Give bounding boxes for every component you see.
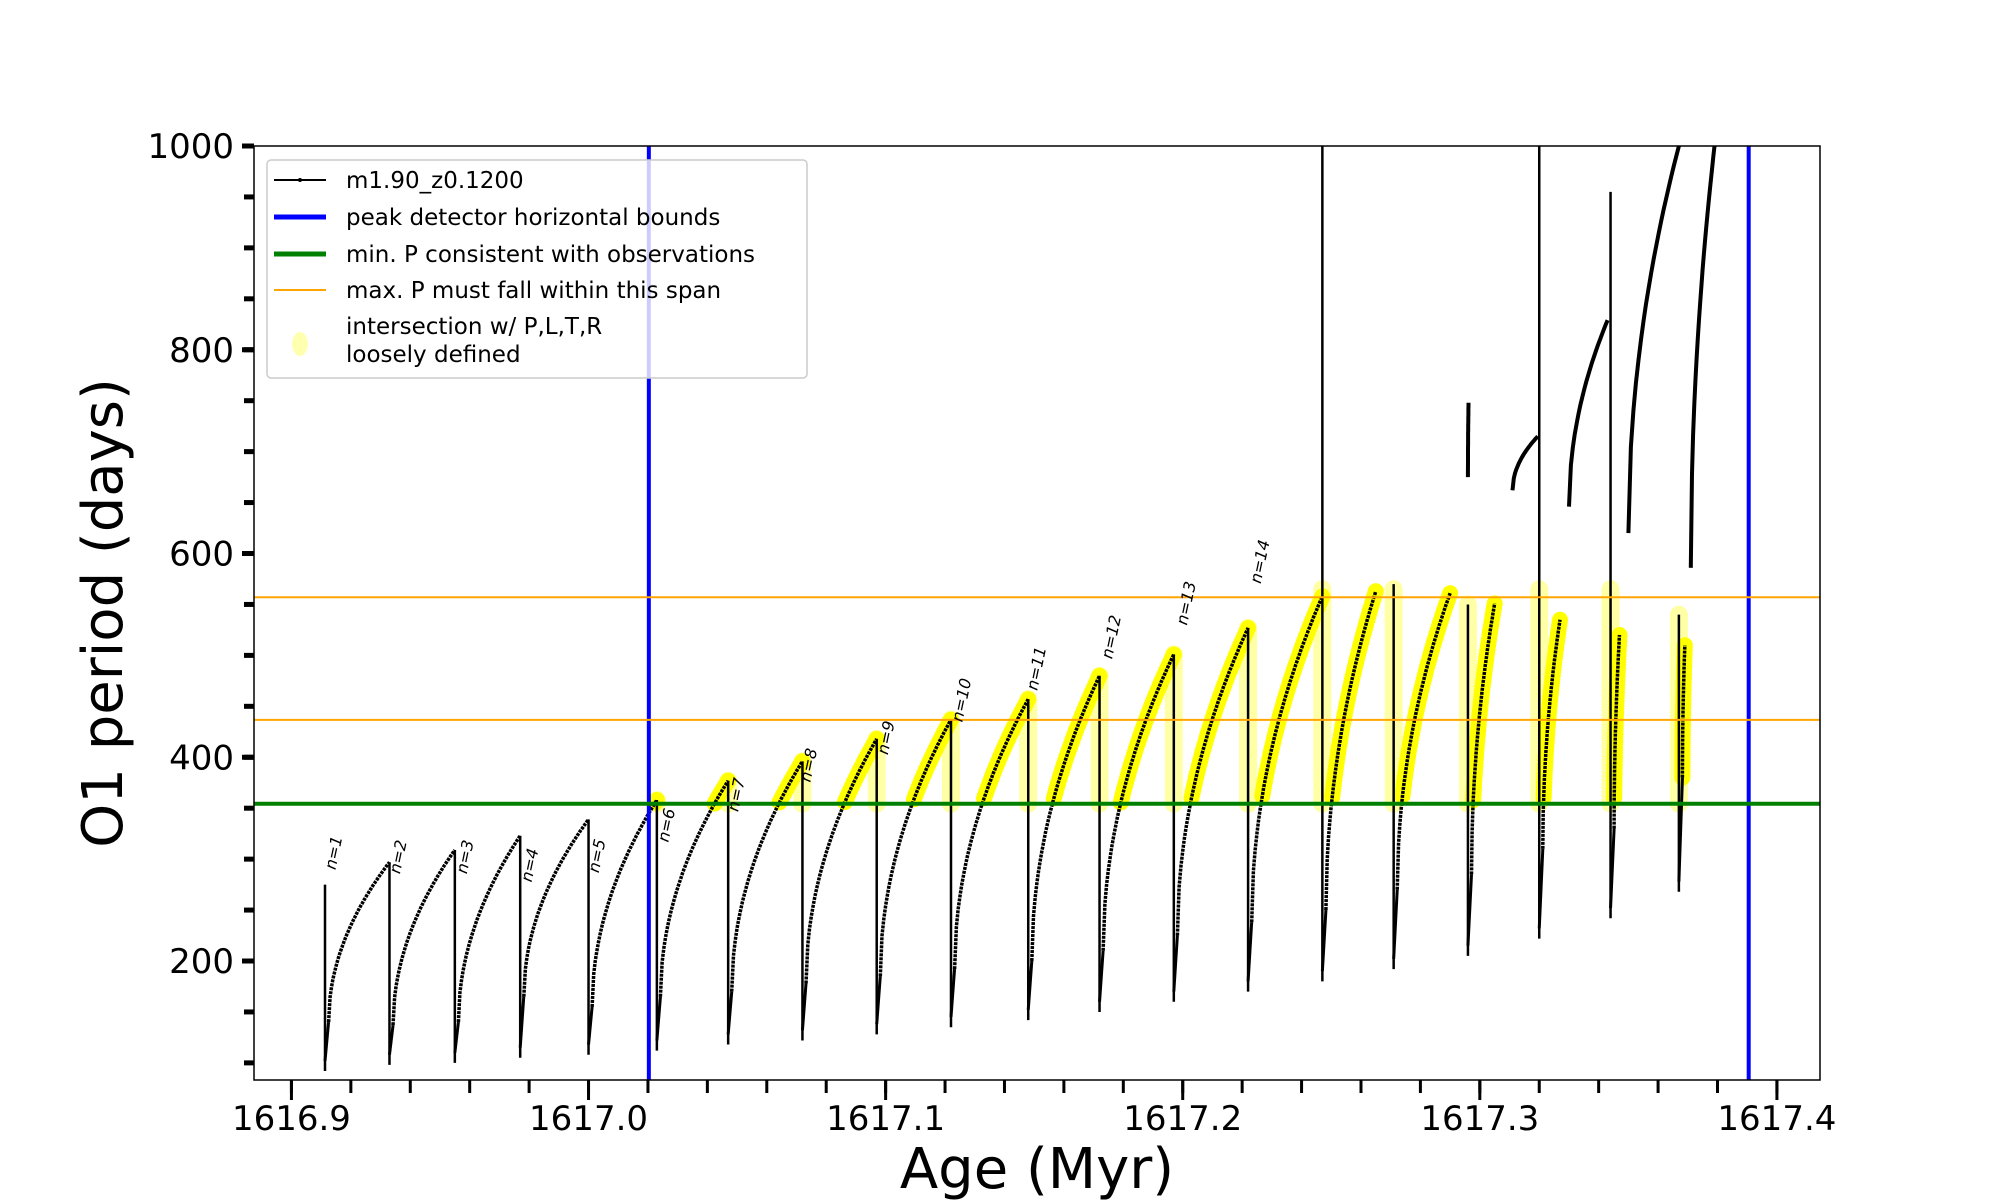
trough-link [1320, 909, 1328, 972]
series-cycle [456, 834, 522, 1023]
cycle-label: n=14 [1246, 538, 1274, 585]
legend-label-intersection: intersection w/ P,L,T,R [346, 314, 602, 340]
x-tick-label: 1617.1 [826, 1099, 945, 1139]
cycle-label: n=12 [1097, 613, 1125, 660]
series-cycle [1541, 619, 1562, 849]
series-cycle [1175, 627, 1250, 936]
series-cycle [729, 760, 804, 992]
trough-link [1466, 874, 1474, 946]
series-cycle [1612, 634, 1622, 829]
series-upper-branch [1465, 402, 1471, 478]
trough-link [1609, 828, 1616, 909]
series-cycle [658, 779, 730, 997]
annotations: n=1 n=2 n=3 n=4 n=5n=6n=7n=8n=9n=10n=11n=12n… [321, 538, 1274, 883]
x-axis-label: Age (Myr) [900, 1137, 1174, 1200]
series-cycle [1469, 603, 1497, 875]
legend-swatch-series-marker [298, 178, 302, 182]
trough-link [518, 996, 526, 1048]
y-tick-label: 200 [169, 942, 234, 982]
y-tick-label: 600 [169, 535, 234, 575]
trough-link [1392, 889, 1399, 960]
series-cycle [804, 738, 879, 984]
plot-frame [253, 145, 1821, 1081]
series-cycle [1101, 653, 1176, 951]
trough-link [587, 1006, 594, 1045]
series-layer [323, 146, 1717, 1072]
legend-label-intersection-line2: loosely defined [346, 342, 521, 368]
cycle-label: n=11 [1022, 645, 1050, 692]
series-cycle [391, 849, 457, 1026]
cycle-label: n=9 [873, 719, 899, 756]
trough-link [1026, 960, 1034, 1011]
y-tick-label: 800 [169, 331, 234, 371]
cycle-label: n=3 [452, 838, 478, 875]
trough-link [1677, 777, 1684, 882]
trough-link [1098, 950, 1105, 1002]
trough-link [1246, 922, 1254, 982]
y-tick-label: 1000 [147, 127, 234, 167]
x-tick-label: 1617.3 [1420, 1099, 1539, 1139]
trough-link [800, 983, 808, 1031]
trough-link [1172, 935, 1179, 992]
cycle-label: n=2 [385, 838, 411, 875]
intersection-highlight [1394, 585, 1459, 804]
trough-link [453, 1021, 460, 1053]
legend: m1.90_z0.1200 peak detector horizontal b… [266, 159, 808, 379]
trough-link [655, 996, 662, 1041]
legend-label-min-p: min. P consistent with observations [346, 242, 755, 268]
legend-box [266, 159, 808, 379]
x-tick-label: 1617.4 [1717, 1099, 1836, 1139]
legend-label-max-p: max. P must fall within this span [346, 278, 721, 304]
series-upper-branch [1688, 146, 1717, 568]
series-cycle [590, 799, 659, 1007]
series-cycle [522, 818, 590, 997]
series-upper-branch [1626, 146, 1681, 534]
cycle-label: n=8 [796, 747, 822, 784]
series-cycle [1324, 590, 1378, 911]
trough-link [726, 991, 734, 1035]
trough-link [387, 1025, 395, 1055]
legend-swatch-intersection [292, 332, 308, 356]
series-cycle [952, 698, 1030, 970]
intersection-highlight [1324, 583, 1384, 806]
x-tick-label: 1616.9 [232, 1099, 351, 1139]
series-upper-branch [1510, 434, 1540, 491]
trough-link [949, 969, 957, 1018]
series-cycle [1680, 645, 1687, 778]
cycle-label: n=13 [1172, 580, 1200, 627]
trough-link [323, 1021, 331, 1061]
series-cycle [1030, 675, 1102, 962]
trough-link [1537, 848, 1545, 929]
cycle-label: n=1 [321, 834, 347, 871]
axes: 1616.9 1617.0 1617.1 1617.2 1617.3 1617.4 200 4… [147, 127, 1836, 1139]
series-cycle [878, 718, 953, 977]
trough-link [875, 976, 882, 1025]
series-cycle [1395, 592, 1452, 890]
series-cycle [1249, 595, 1325, 923]
x-tick-label: 1617.2 [1123, 1099, 1242, 1139]
x-tick-label: 1617.0 [529, 1099, 648, 1139]
series-upper-branch [1567, 319, 1610, 507]
legend-label-bounds: peak detector horizontal bounds [346, 205, 720, 231]
legend-label-series: m1.90_z0.1200 [346, 168, 524, 194]
series-cycle [326, 861, 391, 1023]
y-axis-label: O1 period (days) [71, 378, 136, 848]
cycle-label: n=10 [948, 677, 976, 724]
y-tick-label: 400 [169, 738, 234, 778]
